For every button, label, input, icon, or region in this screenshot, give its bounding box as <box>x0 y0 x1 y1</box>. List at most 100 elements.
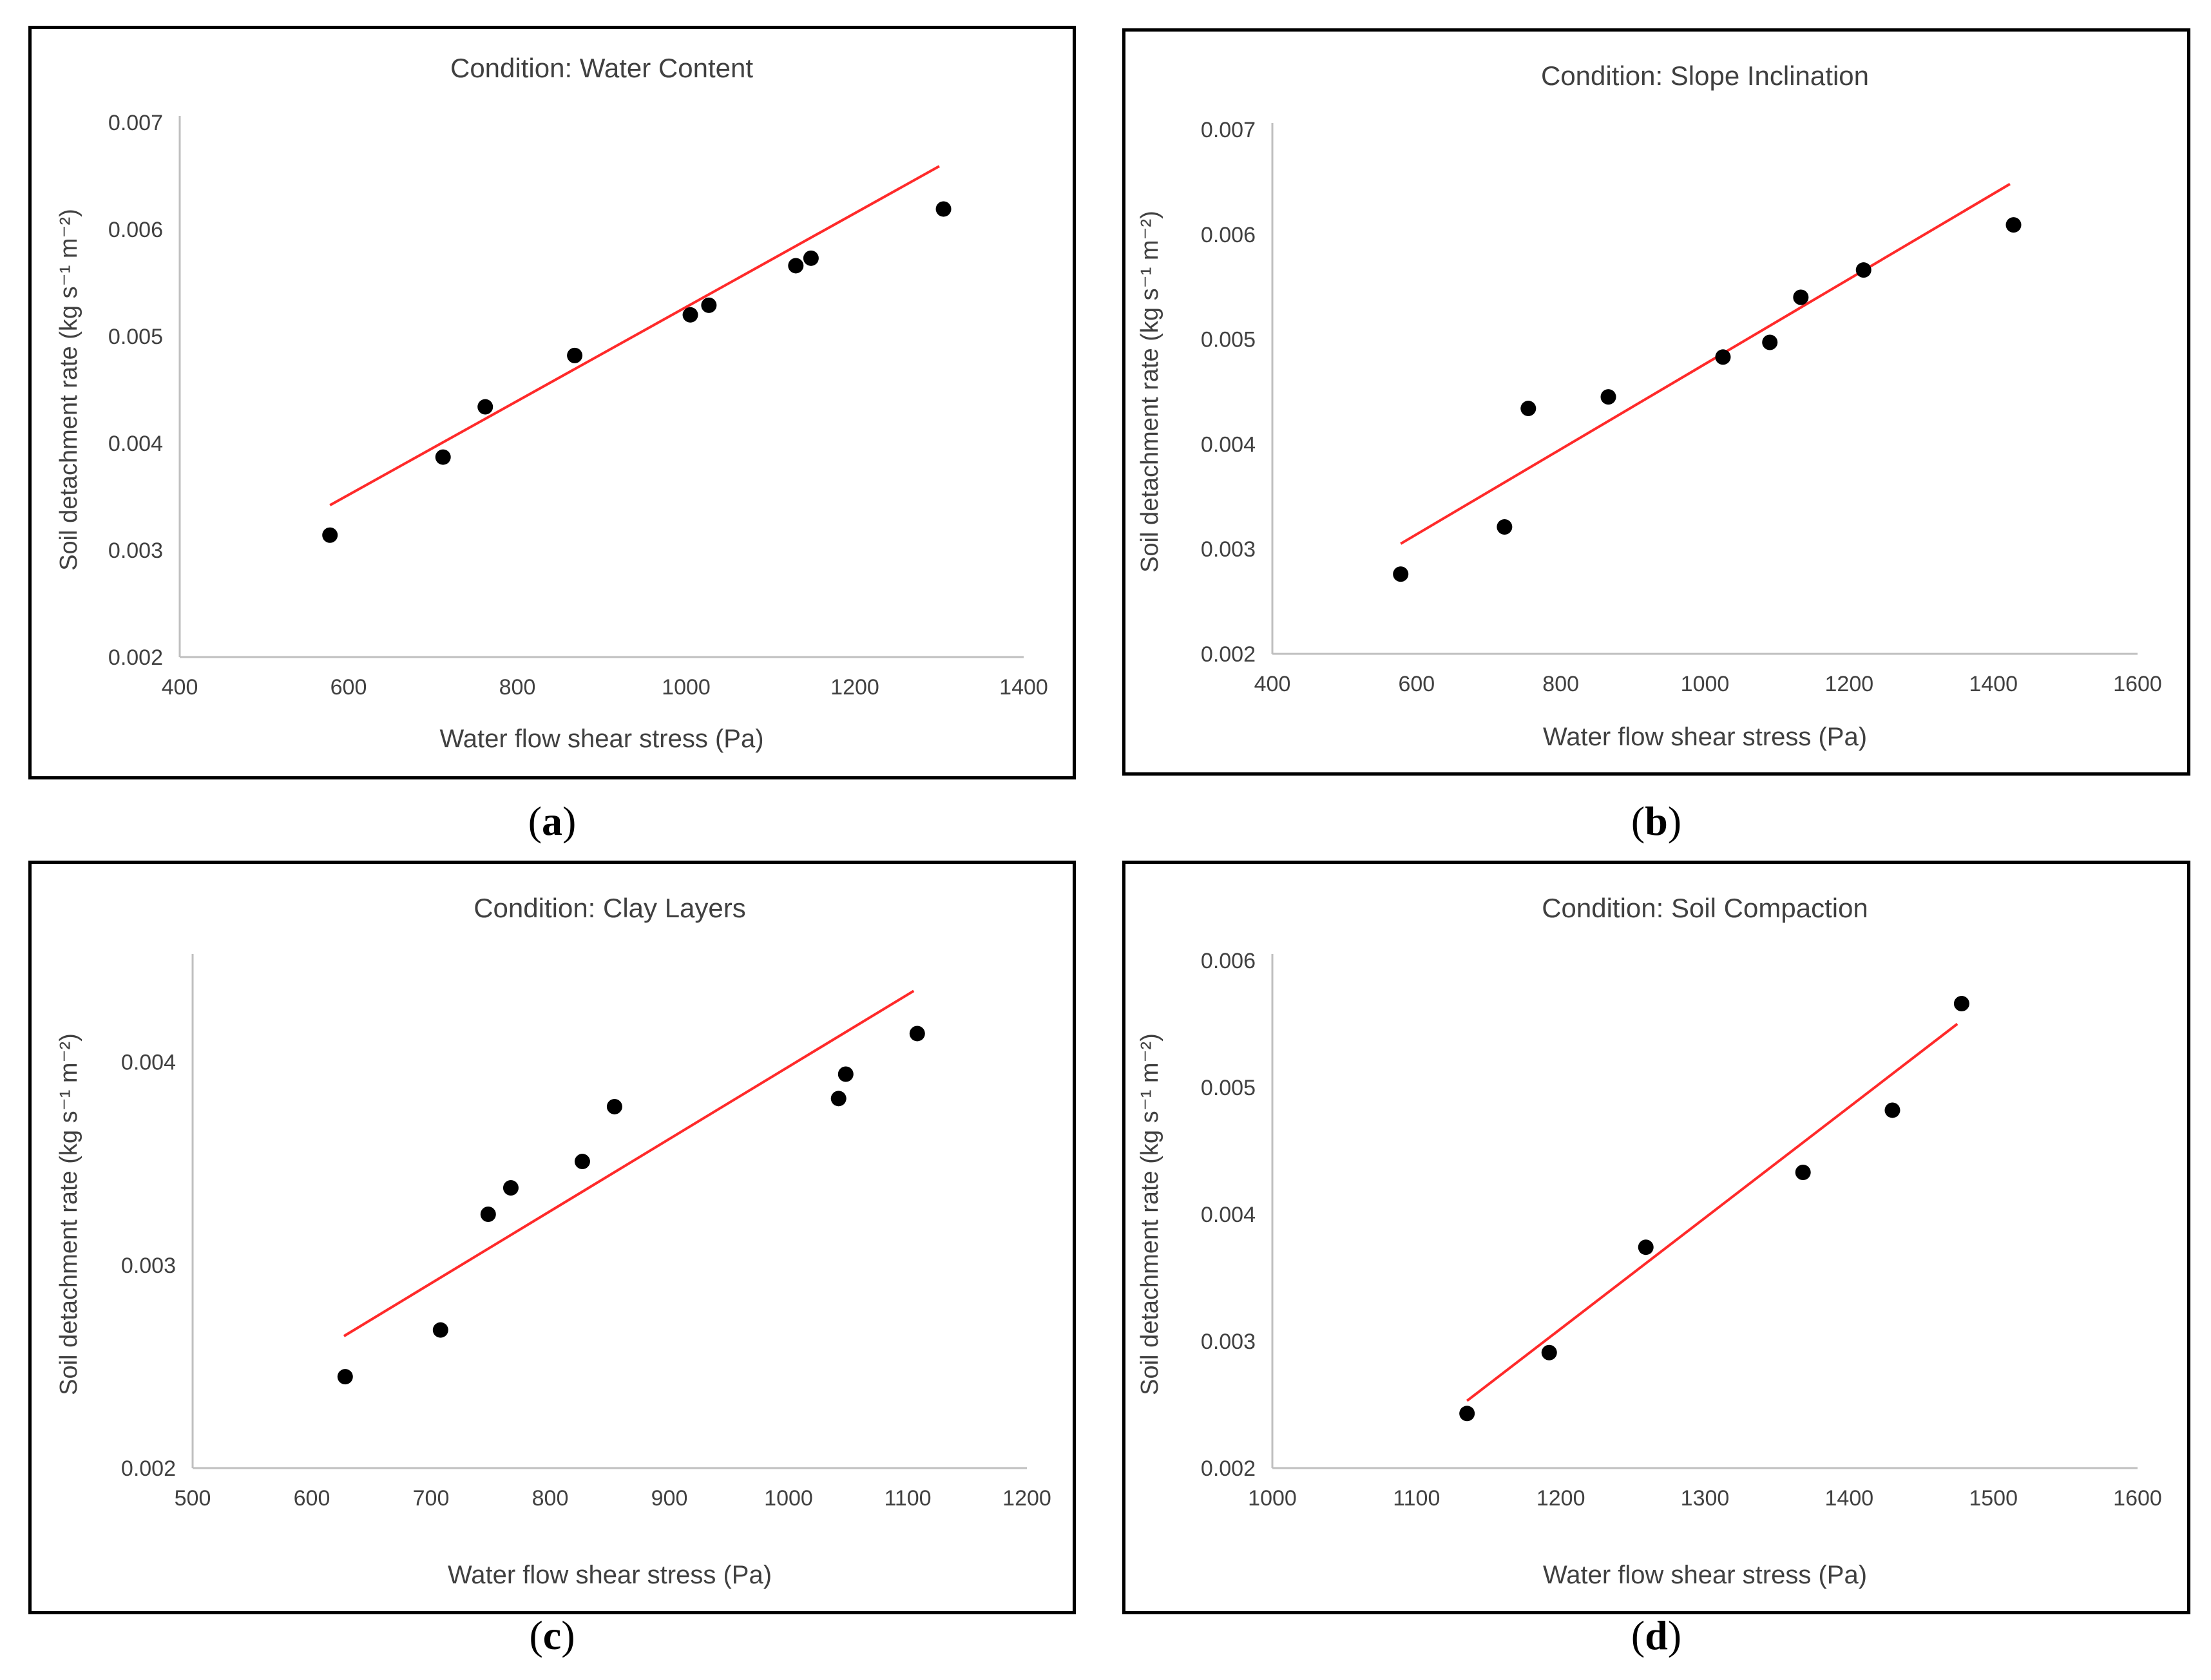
y-tick-label: 0.002 <box>1201 642 1256 667</box>
caption-a: (a) <box>528 798 577 844</box>
x-axis-label: Water flow shear stress (Pa) <box>448 1561 772 1589</box>
y-tick-label: 0.003 <box>1201 537 1256 562</box>
data-point <box>1600 389 1616 405</box>
x-tick-label: 1600 <box>2113 672 2162 696</box>
chart-panel-d: 1000 1100 1200 1300 1400 1500 1600 0.002 0.003 0.… <box>1122 861 2190 1614</box>
caption-b-letter: b <box>1645 798 1668 844</box>
y-tick-label: 0.002 <box>1201 1456 1256 1481</box>
data-point <box>1762 334 1778 350</box>
trendline <box>343 989 915 1337</box>
x-tick-label: 600 <box>294 1486 330 1511</box>
x-tick-label: 1500 <box>1969 1486 2018 1511</box>
y-tick-label: 0.002 <box>121 1456 176 1481</box>
data-point <box>574 1154 590 1170</box>
data-point <box>1459 1406 1475 1422</box>
x-tick-label: 1000 <box>1681 672 1730 696</box>
caption-b: (b) <box>1631 798 1682 844</box>
y-tick-label: 0.004 <box>1201 432 1256 457</box>
data-point <box>1715 349 1731 365</box>
y-tick-label: 0.003 <box>121 1254 176 1278</box>
x-tick-label: 1200 <box>1002 1486 1051 1511</box>
x-tick-label: 600 <box>330 675 367 700</box>
chart-svg-a: 400 600 800 1000 1200 1400 0.002 0.003 0.004 0.00… <box>55 53 1048 753</box>
x-axis-label: Water flow shear stress (Pa) <box>1543 1561 1867 1589</box>
data-point <box>435 449 451 465</box>
data-point <box>477 399 493 415</box>
data-point <box>1393 566 1409 582</box>
x-tick-label: 1200 <box>1825 672 1874 696</box>
data-point <box>1855 262 1871 278</box>
data-point <box>1497 519 1513 535</box>
x-tick-label: 1100 <box>1393 1486 1440 1511</box>
x-tick-label: 800 <box>1542 672 1579 696</box>
data-point <box>1884 1102 1900 1118</box>
y-tick-label: 0.003 <box>1201 1330 1256 1354</box>
x-tick-label: 1100 <box>884 1486 931 1511</box>
caption-a-letter: a <box>542 798 562 844</box>
y-tick-label: 0.006 <box>108 218 163 242</box>
data-point <box>480 1207 496 1222</box>
chart-panel-c: 500 600 700 800 900 1000 1100 1200 0.002 0.003 0.0… <box>28 861 1076 1614</box>
x-tick-label: 1200 <box>830 675 879 700</box>
y-tick-label: 0.005 <box>1201 328 1256 352</box>
x-tick-label: 1600 <box>2113 1486 2162 1511</box>
x-tick-label: 1200 <box>1536 1486 1585 1511</box>
x-tick-label: 1300 <box>1681 1486 1730 1511</box>
data-point <box>830 1091 847 1107</box>
x-tick-label: 700 <box>413 1486 450 1511</box>
chart-panel-b: 400 600 800 1000 1200 1400 1600 0.002 0.003 0.004… <box>1122 28 2190 776</box>
data-point <box>503 1180 519 1196</box>
data-point <box>322 527 338 543</box>
chart-svg-d: 1000 1100 1200 1300 1400 1500 1600 0.002 0.003 0.… <box>1136 893 2162 1589</box>
chart-title: Condition: Soil Compaction <box>1542 893 1868 923</box>
y-tick-label: 0.005 <box>108 325 163 349</box>
data-point <box>909 1026 925 1042</box>
trendline <box>1466 1022 1958 1402</box>
chart-title: Condition: Slope Inclination <box>1541 61 1869 91</box>
y-tick-label: 0.002 <box>108 645 163 670</box>
y-axis-label: Soil detachment rate (kg s⁻¹ m⁻²) <box>1136 1033 1163 1395</box>
x-tick-label: 1000 <box>662 675 711 700</box>
y-axis-label: Soil detachment rate (kg s⁻¹ m⁻²) <box>55 1033 82 1395</box>
y-axis-label: Soil detachment rate (kg s⁻¹ m⁻²) <box>55 209 82 571</box>
x-tick-label: 500 <box>175 1486 211 1511</box>
caption-d: (d) <box>1631 1612 1682 1658</box>
y-tick-label: 0.004 <box>1201 1203 1256 1227</box>
data-point <box>1953 995 1969 1011</box>
data-point <box>2005 217 2022 233</box>
y-tick-label: 0.005 <box>1201 1076 1256 1100</box>
x-tick-label: 800 <box>532 1486 569 1511</box>
data-point <box>337 1369 353 1385</box>
data-point <box>1638 1239 1654 1255</box>
x-tick-label: 1000 <box>1248 1486 1297 1511</box>
x-tick-label: 800 <box>499 675 536 700</box>
data-point <box>432 1322 448 1338</box>
y-tick-label: 0.006 <box>1201 223 1256 247</box>
data-point <box>803 250 819 266</box>
data-point <box>1541 1344 1557 1360</box>
data-point <box>606 1098 622 1114</box>
x-tick-label: 400 <box>162 675 198 700</box>
x-tick-label: 1400 <box>1969 672 2018 696</box>
trendline <box>1400 182 2011 545</box>
chart-panel-a: 400 600 800 1000 1200 1400 0.002 0.003 0.004 0.00… <box>28 26 1076 779</box>
x-tick-label: 1000 <box>764 1486 813 1511</box>
chart-svg-c: 500 600 700 800 900 1000 1100 1200 0.002 0.003 0.0… <box>55 893 1051 1589</box>
data-point <box>1520 401 1536 417</box>
caption-c: (c) <box>529 1612 575 1658</box>
data-point <box>788 258 804 274</box>
data-point <box>682 307 698 323</box>
trendline <box>329 165 940 507</box>
chart-title: Condition: Clay Layers <box>474 893 746 923</box>
x-tick-label: 1400 <box>1825 1486 1874 1511</box>
chart-title: Condition: Water Content <box>450 53 753 83</box>
x-tick-label: 600 <box>1398 672 1435 696</box>
y-tick-label: 0.004 <box>121 1051 176 1075</box>
y-tick-label: 0.003 <box>108 539 163 563</box>
x-tick-label: 1400 <box>999 675 1048 700</box>
x-tick-label: 900 <box>651 1486 688 1511</box>
caption-c-letter: c <box>542 1612 562 1658</box>
x-axis-label: Water flow shear stress (Pa) <box>439 725 763 753</box>
caption-d-letter: d <box>1645 1612 1668 1658</box>
y-tick-label: 0.007 <box>1201 118 1256 142</box>
